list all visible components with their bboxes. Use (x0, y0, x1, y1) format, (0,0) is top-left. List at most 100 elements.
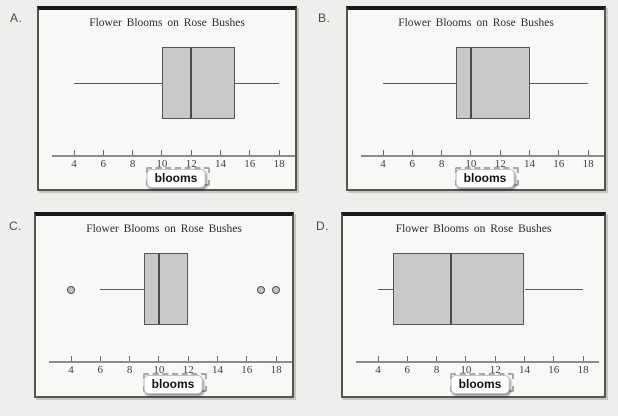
axis-tick-label: 14 (212, 364, 223, 376)
axis-tick-label: 4 (71, 158, 77, 170)
axis-tick (582, 356, 584, 361)
upper-whisker (529, 83, 589, 84)
median-line (469, 47, 472, 119)
outlier-point (67, 285, 75, 294)
option-label-a: A. (10, 11, 23, 25)
axis-tick (529, 150, 530, 155)
axis-tick (190, 150, 192, 155)
option-label-b: B. (318, 11, 331, 25)
outlier-point (272, 285, 281, 294)
chart-title: Flower Blooms on Rose Bushes (89, 17, 245, 29)
axis-tick (187, 356, 189, 361)
axis-tick (436, 356, 438, 361)
plot-area: 4 6 8 10 12 14 16 18 (39, 10, 295, 189)
axis-tick-label: 14 (215, 158, 226, 170)
axis-tick-label: 6 (409, 158, 416, 170)
iqr-box (392, 253, 525, 325)
boxplot-panel-d[interactable]: Flower Blooms on Rose Bushes 4 6 8 10 12 14 16… (341, 212, 606, 398)
boxplot-panel-a[interactable]: Flower Blooms on Rose Bushes 4 6 8 10 12 14 16… (37, 6, 297, 191)
axis-tick-label: 10 (153, 364, 165, 376)
median-line (190, 47, 193, 119)
axis-tick (249, 150, 251, 155)
axis-tick (99, 356, 101, 361)
axis-tick (382, 150, 384, 155)
upper-whisker (524, 289, 584, 290)
axis-tick-label: 6 (404, 364, 411, 376)
axis-tick-label: 4 (375, 364, 381, 376)
axis-tick (558, 150, 560, 155)
iqr-box (161, 47, 236, 119)
axis-tick-label: 12 (489, 364, 501, 376)
axis-tick (278, 150, 280, 155)
axis-tick-label: 16 (241, 364, 253, 376)
axis-tick (411, 150, 413, 155)
x-axis-line (52, 155, 295, 157)
axis-tick (246, 356, 248, 361)
upper-whisker (235, 83, 280, 84)
axis-tick-label: 18 (273, 158, 285, 170)
axis-tick-label: 12 (182, 364, 194, 376)
axis-tick (553, 356, 555, 361)
axis-tick (158, 356, 160, 361)
axis-tick-label: 8 (438, 158, 445, 170)
axis-tick (161, 150, 163, 155)
chart-title: Flower Blooms on Rose Bushes (86, 223, 242, 235)
axis-tick (73, 150, 75, 155)
axis-tick (465, 356, 467, 361)
option-label-d: D. (316, 219, 329, 233)
axis-tick (494, 356, 496, 361)
iqr-box (456, 47, 530, 119)
axis-tick (129, 356, 131, 361)
plot-area: 4 6 8 10 12 14 16 18 (36, 216, 292, 396)
axis-label-chip[interactable]: blooms (143, 375, 203, 394)
axis-tick-label: 16 (548, 364, 560, 376)
lower-whisker (378, 289, 393, 290)
outlier-point (257, 285, 266, 294)
axis-tick-label: 18 (577, 364, 589, 376)
axis-tick-label: 14 (519, 364, 530, 376)
axis-tick-label: 18 (270, 364, 282, 376)
axis-tick (406, 356, 408, 361)
axis-tick (70, 356, 72, 361)
axis-tick (587, 150, 589, 155)
x-axis-line (49, 361, 292, 363)
axis-tick-label: 6 (97, 364, 104, 376)
axis-tick-label: 16 (244, 158, 256, 170)
axis-label-chip[interactable]: blooms (146, 169, 206, 188)
axis-tick-label: 10 (465, 158, 477, 170)
axis-tick (132, 150, 134, 155)
axis-tick-label: 16 (553, 158, 565, 170)
median-line (157, 253, 160, 325)
iqr-box (144, 253, 189, 325)
axis-tick-label: 8 (129, 158, 136, 170)
axis-tick (441, 150, 443, 155)
axis-tick-label: 12 (494, 158, 506, 170)
x-axis-line (361, 155, 604, 157)
axis-tick-label: 18 (582, 158, 594, 170)
axis-tick (275, 356, 277, 361)
chart-title: Flower Blooms on Rose Bushes (398, 17, 554, 29)
axis-tick (524, 356, 525, 361)
axis-tick (470, 150, 472, 155)
axis-tick-label: 4 (68, 364, 74, 376)
axis-tick-label: 8 (126, 364, 133, 376)
boxplot-panel-b[interactable]: Flower Blooms on Rose Bushes 4 6 8 10 12 14 16… (346, 6, 606, 191)
median-line (450, 253, 453, 325)
option-label-c: C. (9, 219, 22, 233)
chart-title: Flower Blooms on Rose Bushes (395, 223, 552, 235)
axis-tick-label: 4 (380, 158, 386, 170)
boxplot-panel-c[interactable]: Flower Blooms on Rose Bushes 4 6 8 10 12 14 16… (34, 212, 294, 398)
lower-whisker (383, 83, 457, 84)
axis-tick-label: 12 (185, 158, 197, 170)
lower-whisker (74, 83, 162, 84)
axis-tick-label: 14 (524, 158, 535, 170)
axis-label-chip[interactable]: blooms (455, 169, 515, 188)
x-axis-line (356, 361, 599, 363)
lower-whisker (100, 289, 145, 290)
axis-label-chip[interactable]: blooms (450, 375, 510, 394)
axis-tick (102, 150, 104, 155)
axis-tick-label: 10 (460, 364, 472, 376)
axis-tick (220, 150, 221, 155)
axis-tick (499, 150, 501, 155)
axis-tick-label: 6 (100, 158, 107, 170)
